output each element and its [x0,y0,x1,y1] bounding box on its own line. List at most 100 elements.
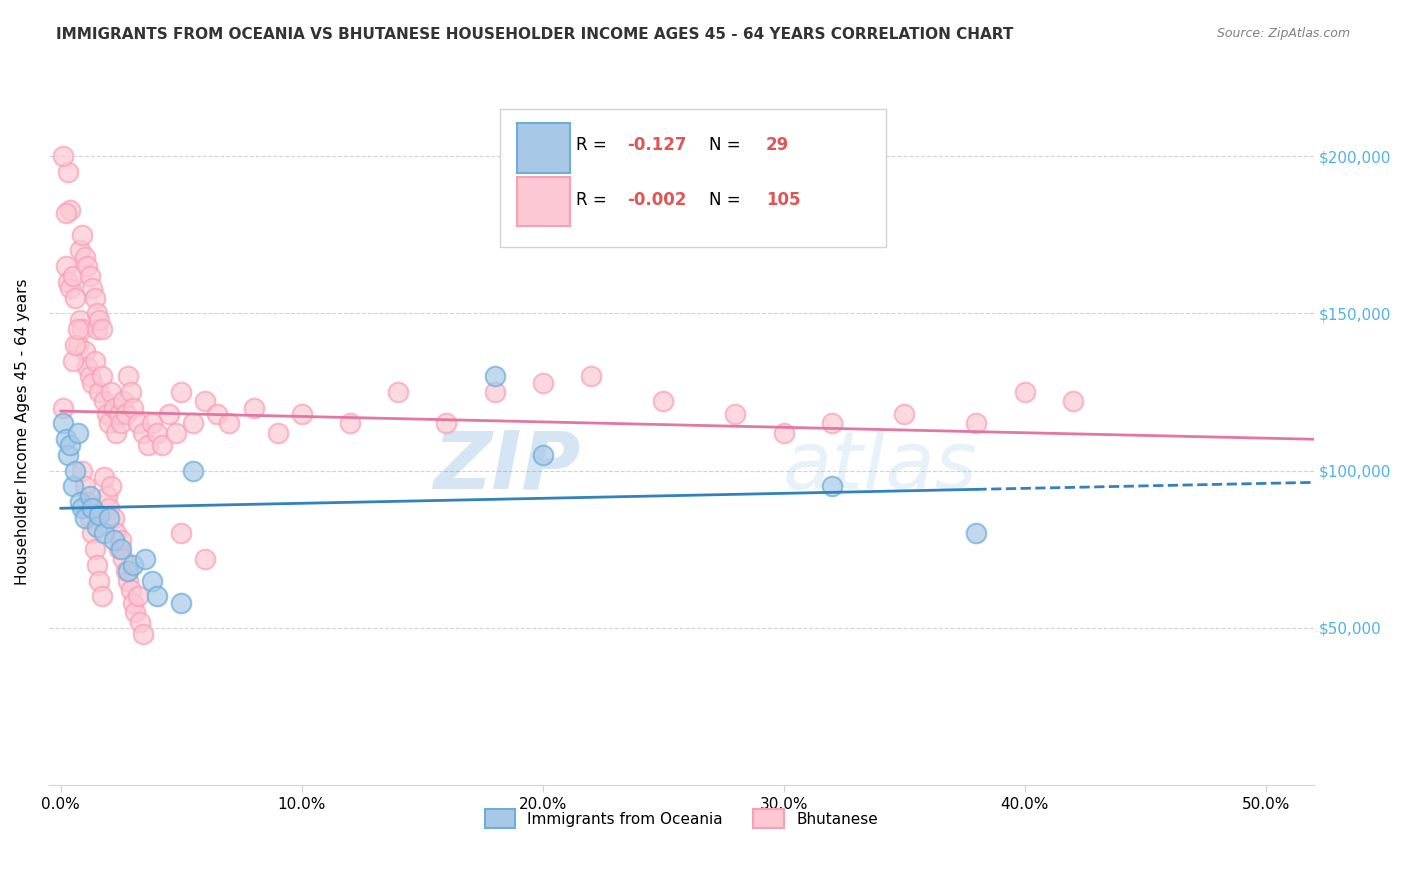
Point [105,526,128,541]
Point [86,306,108,320]
Point [170,384,193,399]
Point [90,369,112,384]
Point [65,464,87,478]
Point [965,417,987,431]
Point [127,590,149,604]
Point [73,479,96,493]
Point [82,526,104,541]
Point [724,407,747,421]
Point [89,312,111,326]
Point [52,149,75,163]
Point [218,417,240,431]
Point [76,259,98,273]
Point [242,401,264,415]
Point [965,526,987,541]
Point [52,417,75,431]
Point [83,291,105,305]
Point [72,227,94,242]
Point [170,596,193,610]
Point [86,322,108,336]
Point [66,322,89,336]
Point [115,564,138,578]
Point [62,268,84,283]
Point [96,489,118,503]
Point [73,510,96,524]
Point [339,417,361,431]
Point [579,369,602,384]
Point [122,558,145,572]
Point [69,244,91,258]
Point [136,438,159,452]
Point [124,605,146,619]
Point [86,558,108,572]
Point [1014,384,1036,399]
Point [86,520,108,534]
Point [141,574,163,588]
FancyBboxPatch shape [517,123,569,173]
Point [166,425,188,440]
Point [56,275,79,289]
Point [652,394,675,409]
Point [484,369,506,384]
Point [194,551,217,566]
Text: R =: R = [576,136,612,153]
Text: N =: N = [709,136,747,153]
FancyBboxPatch shape [501,110,886,247]
Point [73,344,96,359]
Point [103,510,125,524]
Point [146,590,169,604]
Point [59,438,82,452]
Point [112,394,135,409]
Point [59,202,82,217]
Point [62,479,84,493]
Point [117,574,139,588]
Point [89,574,111,588]
Point [65,291,87,305]
Point [72,464,94,478]
Point [93,394,115,409]
Text: 29: 29 [766,136,789,153]
Point [117,564,139,578]
Point [55,432,77,446]
Point [132,627,155,641]
Y-axis label: Householder Income Ages 45 - 64 years: Householder Income Ages 45 - 64 years [15,278,30,584]
Point [110,542,132,557]
Point [120,583,142,598]
Text: 105: 105 [766,191,800,209]
Point [531,448,554,462]
Point [90,322,112,336]
Point [115,407,138,421]
Point [82,376,104,390]
Point [531,376,554,390]
Point [434,417,457,431]
Text: IMMIGRANTS FROM OCEANIA VS BHUTANESE HOUSEHOLDER INCOME AGES 45 - 64 YEARS CORRE: IMMIGRANTS FROM OCEANIA VS BHUTANESE HOU… [56,27,1014,42]
Text: atlas: atlas [783,427,977,506]
Point [79,268,101,283]
Point [93,470,115,484]
Text: R =: R = [576,191,612,209]
Point [134,551,156,566]
Point [73,250,96,264]
Point [56,165,79,179]
Point [129,615,152,629]
Point [66,338,89,352]
Point [83,353,105,368]
Point [83,542,105,557]
Point [100,479,122,493]
Point [107,542,129,557]
Point [69,495,91,509]
Point [150,438,173,452]
Point [110,533,132,547]
Point [98,501,121,516]
Point [56,448,79,462]
Point [79,489,101,503]
Point [170,526,193,541]
Point [821,417,844,431]
Point [98,417,121,431]
Point [110,417,132,431]
Point [772,425,794,440]
Point [146,425,169,440]
Point [79,369,101,384]
Point [89,384,111,399]
Point [100,384,122,399]
